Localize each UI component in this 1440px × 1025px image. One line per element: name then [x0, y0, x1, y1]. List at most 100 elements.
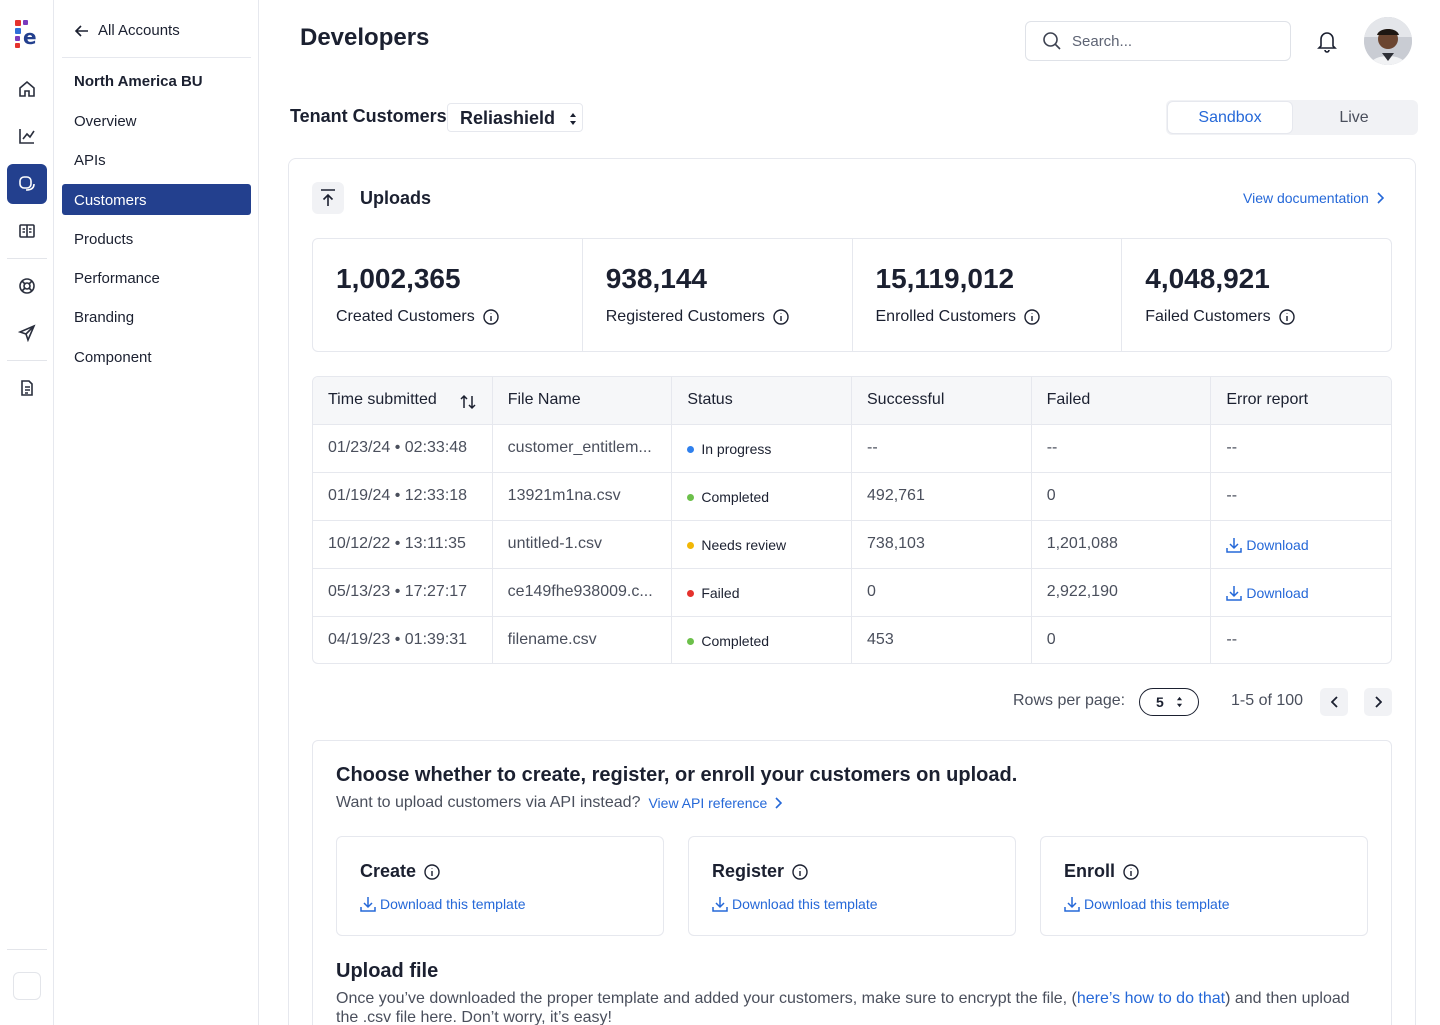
lifebuoy-icon[interactable]	[7, 266, 47, 306]
error-report-cell: Download	[1211, 521, 1391, 568]
failed-cell: 0	[1032, 473, 1212, 520]
file-name-cell: ce149fhe938009.c...	[493, 569, 673, 616]
sidebar-item-branding[interactable]: Branding	[74, 309, 135, 326]
arrow-left-icon	[74, 24, 88, 37]
document-icon[interactable]	[7, 368, 47, 408]
table-row[interactable]: 01/23/24 • 02:33:48 customer_entitlem... I…	[313, 425, 1391, 473]
chat-icon[interactable]	[7, 164, 47, 204]
status-badge: Failed	[687, 583, 851, 601]
successful-cell: 453	[852, 617, 1032, 663]
failed-cell: 2,922,190	[1032, 569, 1212, 616]
successful-cell: 738,103	[852, 521, 1032, 568]
sidebar-item-products[interactable]: Products	[74, 231, 134, 248]
time-cell: 05/13/23 • 17:27:17	[313, 569, 493, 616]
file-name-cell: customer_entitlem...	[493, 425, 673, 472]
sidebar-item-overview[interactable]: Overview	[74, 113, 137, 130]
book-icon[interactable]	[7, 211, 47, 251]
info-icon[interactable]	[1278, 309, 1295, 325]
upload-option-title-text: Create	[360, 861, 417, 881]
sidebar-heading: North America BU	[74, 73, 203, 90]
upload-options-title: Choose whether to create, register, or e…	[336, 764, 1018, 786]
view-documentation-link[interactable]: View documentation	[1243, 190, 1384, 206]
tenant-select-value: Reliashield	[460, 108, 556, 128]
upload-file-text-after: ) and then upload the .csv file here. Do…	[336, 990, 1350, 1025]
bell-icon[interactable]	[1316, 29, 1338, 53]
uploads-title: Uploads	[360, 188, 432, 208]
tab-sandbox[interactable]: Sandbox	[1168, 102, 1292, 133]
sort-caret-icon	[1176, 696, 1182, 708]
stats-panel: 1,002,365 Created Customers 938,144 Regi…	[312, 238, 1392, 352]
sort-icon[interactable]	[460, 394, 476, 410]
table-row[interactable]: 04/19/23 • 01:39:31 filename.csv Completed…	[313, 617, 1391, 663]
sidebar-item-customers[interactable]: Customers	[62, 184, 251, 215]
rail-divider	[7, 360, 47, 361]
chevron-right-icon	[775, 797, 783, 809]
download-icon	[360, 897, 376, 912]
stat-value: 4,048,921	[1145, 263, 1270, 294]
download-label: Download	[1246, 537, 1309, 553]
upload-option-title-text: Register	[712, 861, 785, 881]
failed-cell: --	[1032, 425, 1212, 472]
info-icon[interactable]	[483, 309, 499, 325]
download-template-link[interactable]: Download this template	[712, 896, 878, 912]
sidebar-item-performance[interactable]: Performance	[74, 270, 160, 287]
chart-icon[interactable]	[7, 116, 47, 156]
home-icon[interactable]	[7, 69, 47, 109]
search-box[interactable]	[1025, 21, 1291, 61]
user-menu-button[interactable]	[13, 972, 41, 1000]
column-header-status: Status	[672, 377, 852, 424]
brand-logo-icon[interactable]: e	[13, 18, 41, 50]
info-icon[interactable]	[1123, 863, 1139, 880]
next-page-button[interactable]	[1364, 688, 1392, 716]
tenant-select[interactable]: Reliashield	[447, 103, 583, 132]
status-label: Failed	[701, 585, 740, 601]
avatar[interactable]	[1364, 17, 1412, 65]
info-icon[interactable]	[1024, 309, 1040, 325]
info-icon[interactable]	[773, 309, 789, 325]
download-label: Download	[1246, 585, 1309, 601]
upload-option-card-enroll[interactable]: Enroll Download this template	[1040, 836, 1368, 936]
download-report-link[interactable]: Download	[1226, 535, 1391, 553]
upload-option-card-register[interactable]: Register Download this template	[688, 836, 1016, 936]
rows-per-page-select[interactable]: 5	[1139, 688, 1199, 716]
download-icon	[1064, 897, 1080, 912]
search-input[interactable]	[1072, 32, 1272, 50]
rows-per-page-value: 5	[1156, 694, 1164, 710]
encryption-help-link[interactable]: here’s how to do that	[1076, 990, 1226, 1007]
status-dot	[687, 445, 695, 453]
send-icon[interactable]	[7, 313, 47, 353]
status-badge: Completed	[687, 631, 851, 649]
back-to-all-accounts-link[interactable]: All Accounts	[74, 22, 180, 39]
status-cell: Needs review	[672, 521, 853, 568]
tab-live[interactable]: Live	[1339, 109, 1369, 126]
info-icon[interactable]	[424, 863, 440, 880]
stat-enrolled: 15,119,012 Enrolled Customers	[853, 239, 1123, 351]
status-cell: In progress	[672, 425, 853, 472]
sidebar-item-component[interactable]: Component	[74, 349, 152, 366]
table-row[interactable]: 05/13/23 • 17:27:17 ce149fhe938009.c... Fa…	[313, 569, 1391, 617]
view-api-reference-link[interactable]: View API reference	[648, 795, 783, 811]
status-dot	[687, 493, 695, 501]
upload-option-card-create[interactable]: Create Download this template	[336, 836, 664, 936]
status-badge: Needs review	[687, 535, 851, 553]
column-header-time[interactable]: Time submitted	[313, 377, 493, 424]
view-api-reference-label: View API reference	[648, 795, 768, 811]
status-dot	[687, 589, 695, 597]
failed-cell: 1,201,088	[1032, 521, 1212, 568]
table-row[interactable]: 01/19/24 • 12:33:18 13921m1na.csv Complete…	[313, 473, 1391, 521]
stat-value: 1,002,365	[336, 263, 461, 294]
download-template-link[interactable]: Download this template	[360, 896, 526, 912]
upload-option-title: Enroll	[1064, 861, 1139, 882]
status-label: Completed	[701, 633, 770, 649]
download-template-link[interactable]: Download this template	[1064, 896, 1230, 912]
sidebar-item-apis[interactable]: APIs	[74, 152, 106, 169]
sort-caret-icon	[570, 113, 577, 125]
info-icon[interactable]	[792, 863, 808, 880]
download-report-link[interactable]: Download	[1226, 583, 1391, 601]
previous-page-button[interactable]	[1320, 688, 1348, 716]
upload-options-subtitle-text: Want to upload customers via API instead…	[336, 794, 641, 811]
sidebar-divider	[62, 57, 251, 58]
table-row[interactable]: 10/12/22 • 13:11:35 untitled-1.csv Needs r…	[313, 521, 1391, 569]
download-icon	[1226, 538, 1243, 553]
pagination-range: 1-5 of 100	[1231, 692, 1304, 709]
